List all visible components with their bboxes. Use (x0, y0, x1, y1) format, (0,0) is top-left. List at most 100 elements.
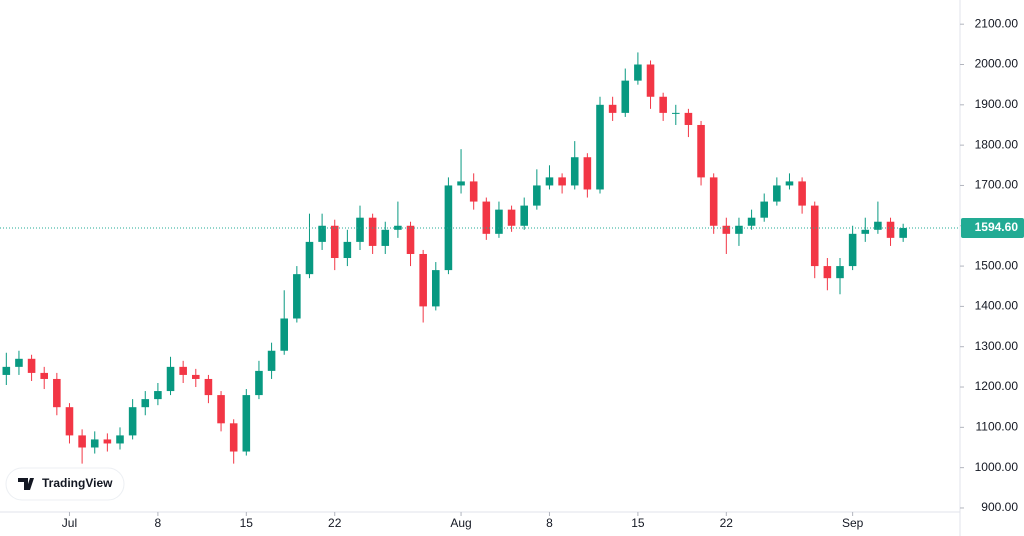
watermark-text: TradingView (42, 476, 113, 490)
x-tick-label: 22 (720, 516, 734, 530)
y-tick-label: 1000.00 (975, 460, 1019, 474)
y-tick-label: 2100.00 (975, 16, 1019, 30)
x-tick-label: 8 (546, 516, 553, 530)
candle-body (697, 124, 705, 178)
candle-body (886, 221, 895, 238)
candle-body (836, 266, 844, 279)
candle-body (255, 370, 263, 396)
candle-body (469, 181, 478, 202)
y-tick-label: 1900.00 (975, 97, 1019, 111)
candle-body (305, 241, 314, 275)
candle-body (684, 112, 693, 125)
candle-body (330, 225, 339, 259)
candle-body (570, 157, 579, 186)
x-tick-label: Jul (62, 516, 77, 530)
candle-body (558, 177, 566, 186)
candle-body (659, 96, 667, 113)
candle-body (735, 225, 743, 234)
watermark-badge (5, 467, 125, 501)
candle-body (533, 185, 541, 206)
candle-body (722, 225, 731, 234)
y-tick-label: 1500.00 (975, 258, 1019, 272)
y-tick-label: 1800.00 (975, 137, 1019, 151)
candle-body (482, 201, 491, 234)
candle-body (747, 217, 756, 226)
candle-body (381, 229, 390, 246)
candle-body (419, 253, 427, 307)
candle-body (709, 177, 718, 226)
candle-body (848, 233, 857, 267)
candle-body (15, 358, 23, 367)
candle-body (432, 270, 440, 307)
candle-body (823, 266, 832, 279)
y-tick-label: 1200.00 (975, 379, 1019, 393)
candle-body (356, 217, 364, 242)
candle-body (343, 241, 352, 259)
candle-body (507, 209, 516, 226)
candle-body (368, 217, 377, 246)
candle-body (179, 366, 187, 375)
candle-body (103, 439, 112, 444)
last-price-label: 1594.60 (975, 220, 1019, 234)
candle-body (27, 358, 36, 373)
y-tick-label: 1300.00 (975, 339, 1019, 353)
candle-body (495, 209, 503, 234)
candle-body (40, 372, 48, 379)
candle-body (65, 407, 74, 436)
candle-body (293, 274, 301, 319)
candle-body (861, 229, 870, 234)
candle-body (166, 366, 175, 392)
x-tick-label: 8 (155, 516, 162, 530)
candle-body (2, 366, 11, 375)
candle-body (621, 80, 630, 113)
candle-body (798, 181, 806, 206)
candle-body (874, 221, 882, 230)
candle-body (242, 395, 251, 452)
candle-body (406, 225, 415, 254)
candle-body (116, 435, 124, 444)
candle-body (128, 407, 137, 436)
y-tick-label: 1100.00 (976, 420, 1019, 434)
candle-body (457, 181, 465, 186)
candle-body (394, 225, 402, 230)
x-tick-label: Sep (842, 516, 864, 530)
candle-body (899, 227, 907, 238)
candle-body (217, 395, 225, 424)
candle-body (204, 378, 213, 396)
y-tick-label: 1700.00 (975, 178, 1019, 192)
candle-body (78, 435, 86, 448)
candle-body (192, 374, 200, 379)
candle-body (444, 185, 453, 271)
candle-body (318, 225, 326, 242)
candle-body (760, 201, 768, 218)
last-price-tag (961, 217, 1024, 238)
y-tick-label: 2000.00 (975, 57, 1019, 71)
candle-body (583, 157, 592, 190)
candle-body (53, 378, 61, 408)
x-tick-label: Aug (450, 516, 471, 530)
candle-body (672, 112, 680, 114)
x-tick-label: 15 (631, 516, 645, 530)
candle-body (267, 350, 276, 371)
y-tick-label: 1400.00 (975, 299, 1019, 313)
candle-body (545, 177, 554, 186)
candle-body (773, 185, 781, 202)
candle-body (280, 318, 288, 351)
plot-area (2, 52, 907, 464)
x-tick-label: 22 (328, 516, 342, 530)
candle-body (154, 391, 162, 400)
candle-body (520, 205, 528, 226)
y-tick-label: 900.00 (981, 500, 1018, 514)
x-tick-label: 15 (240, 516, 254, 530)
watermark-logo (18, 478, 34, 490)
candle-body (634, 64, 642, 81)
candle-body (785, 181, 794, 186)
candle-body (229, 423, 238, 452)
candle-body (141, 399, 150, 408)
candle-body (608, 104, 617, 113)
candle-body (646, 64, 655, 97)
candle-body (596, 104, 604, 190)
